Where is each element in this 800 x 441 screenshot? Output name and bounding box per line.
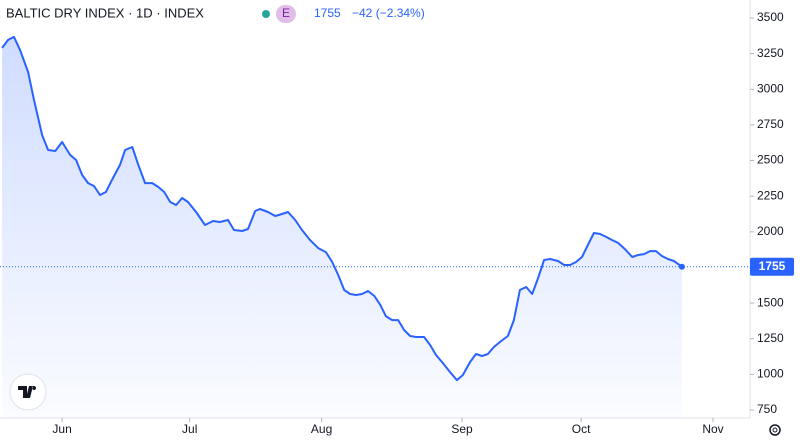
- x-tick-label: Jul: [182, 422, 197, 436]
- y-tick-label: 3000: [757, 81, 784, 95]
- logo: [9, 373, 47, 411]
- last-price-box: [750, 257, 794, 276]
- y-tick-label: 2500: [757, 153, 784, 167]
- chart-title: BALTIC DRY INDEX · 1D · INDEX: [6, 5, 204, 20]
- line: [1, 35, 683, 382]
- area-fill: [2, 36, 682, 419]
- settings-icon[interactable]: [769, 424, 781, 436]
- plot-area: [0, 35, 750, 419]
- x-tick-label: Aug: [311, 422, 332, 436]
- y-tick-label: 750: [757, 402, 777, 416]
- y-tick-label: 2000: [757, 224, 784, 238]
- x-tick-label: Jun: [52, 422, 71, 436]
- price-change: −42 (−2.34%): [352, 6, 425, 20]
- badge: [276, 5, 296, 23]
- badge-text: E: [282, 6, 290, 20]
- x-tick-label: Oct: [572, 422, 591, 436]
- y-tick-label: 3250: [757, 46, 784, 60]
- y-tick-label: 1500: [757, 295, 784, 309]
- x-tick-label: Sep: [451, 422, 473, 436]
- y-tick-label: 2750: [757, 117, 784, 131]
- y-tick-label: 1000: [757, 367, 784, 381]
- y-tick-label: 2250: [757, 188, 784, 202]
- x-tick-label: Nov: [702, 422, 723, 436]
- y-tick-label: 1250: [757, 331, 784, 345]
- status-dot: [262, 10, 270, 18]
- last-price: 1755: [314, 6, 341, 20]
- y-tick-label: 3500: [757, 10, 784, 24]
- last-point: [678, 263, 685, 270]
- last-price-label: 1755: [759, 259, 786, 273]
